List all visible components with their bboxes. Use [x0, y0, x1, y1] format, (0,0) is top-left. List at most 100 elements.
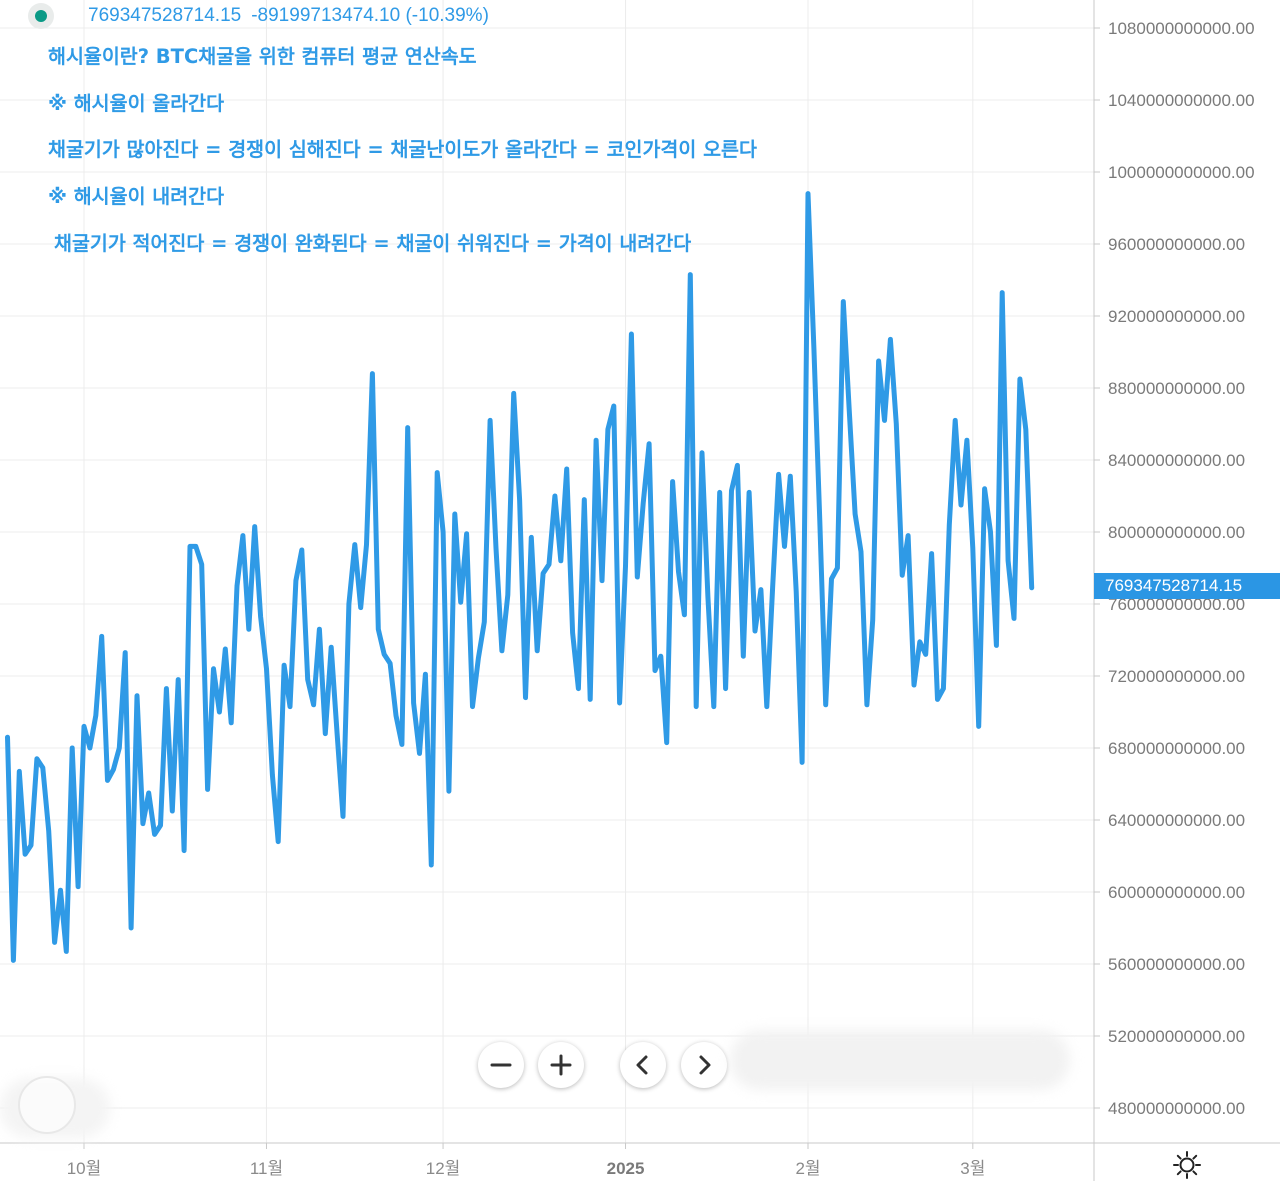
- legend-last-value: 769347528714.15: [88, 5, 242, 26]
- data-point: [42, 767, 44, 769]
- x-tick-label: 3월: [960, 1159, 985, 1178]
- data-point: [548, 563, 550, 566]
- data-point: [454, 513, 456, 515]
- data-point: [1007, 560, 1009, 562]
- zoom-in-button[interactable]: [538, 1042, 584, 1088]
- data-point: [795, 590, 797, 593]
- data-point: [259, 615, 262, 618]
- data-point: [824, 704, 827, 706]
- data-point: [283, 664, 285, 666]
- data-point: [842, 300, 845, 303]
- data-point: [1030, 587, 1033, 589]
- data-point: [813, 347, 815, 350]
- data-point: [512, 392, 515, 395]
- data-point: [195, 545, 197, 548]
- data-point: [642, 502, 644, 505]
- data-point: [171, 810, 174, 812]
- data-point: [689, 273, 692, 276]
- y-tick-label: 1000000000000.00: [1108, 163, 1255, 182]
- chart-settings-button[interactable]: [1172, 1150, 1202, 1180]
- data-point: [142, 822, 144, 825]
- data-point: [583, 498, 586, 501]
- data-point: [59, 889, 62, 891]
- data-point: [465, 533, 468, 535]
- data-point: [760, 588, 762, 591]
- data-point: [47, 830, 50, 832]
- y-tick-label: 1080000000000.00: [1108, 19, 1255, 38]
- data-point: [560, 560, 562, 562]
- y-tick-label: 520000000000.00: [1108, 1027, 1245, 1046]
- data-point: [977, 725, 980, 728]
- data-point: [524, 696, 527, 699]
- data-point: [966, 439, 968, 442]
- data-point: [65, 950, 68, 953]
- annotation-rise-text: 채굴기가 많아진다 = 경쟁이 심해진다 = 채굴난이도가 올라간다 = 코인가…: [48, 138, 757, 161]
- price-axis[interactable]: 1080000000000.00 1040000000000.00 10000000…: [1094, 19, 1255, 1118]
- data-point: [983, 488, 986, 490]
- data-point: [200, 563, 203, 566]
- data-point: [995, 644, 998, 647]
- data-point: [713, 705, 715, 708]
- data-point: [236, 585, 238, 587]
- y-tick-label: 880000000000.00: [1108, 379, 1245, 398]
- y-tick-label: 800000000000.00: [1108, 523, 1245, 542]
- data-point: [106, 779, 109, 782]
- faded-button: [18, 1076, 76, 1134]
- data-point: [71, 747, 73, 749]
- y-tick-label: 560000000000.00: [1108, 955, 1245, 974]
- data-point: [430, 864, 433, 866]
- scroll-left-button[interactable]: [620, 1042, 666, 1088]
- plus-icon: [550, 1054, 572, 1076]
- data-point: [24, 853, 26, 855]
- data-point: [736, 464, 739, 467]
- series-legend[interactable]: 769347528714.15 -89199713474.10 (-10.39%…: [28, 3, 489, 29]
- data-point: [654, 669, 656, 672]
- data-point: [230, 722, 232, 724]
- data-point: [618, 702, 621, 704]
- data-point: [153, 833, 156, 836]
- last-price-label: 769347528714.15: [1094, 573, 1280, 599]
- data-point: [147, 792, 150, 794]
- data-point: [424, 673, 427, 675]
- data-point: [242, 534, 244, 537]
- data-point: [930, 552, 933, 555]
- data-point: [1019, 378, 1021, 380]
- data-point: [189, 545, 191, 548]
- data-point: [718, 491, 721, 494]
- series-visibility-toggle[interactable]: [28, 3, 54, 29]
- data-point: [518, 498, 521, 501]
- data-point: [471, 705, 474, 708]
- data-point: [489, 419, 491, 422]
- data-point: [724, 687, 727, 690]
- data-point: [395, 714, 397, 717]
- time-axis[interactable]: 10월 11월 12월 2025 2월 3월: [67, 1143, 986, 1178]
- data-point: [95, 714, 97, 717]
- data-point: [589, 698, 591, 701]
- data-point: [754, 630, 756, 632]
- data-point: [483, 621, 486, 623]
- data-point: [183, 849, 185, 852]
- data-point: [530, 536, 533, 539]
- minus-icon: [490, 1063, 512, 1067]
- data-point: [607, 428, 609, 431]
- data-point: [330, 646, 333, 648]
- zoom-out-button[interactable]: [478, 1042, 524, 1088]
- scroll-right-button[interactable]: [681, 1042, 727, 1088]
- data-point: [830, 578, 833, 580]
- data-point: [883, 419, 886, 422]
- data-point: [577, 687, 580, 690]
- data-point: [406, 426, 409, 429]
- y-tick-label: 680000000000.00: [1108, 739, 1245, 758]
- data-point: [401, 743, 403, 746]
- hashrate-series-line: [5, 191, 1035, 963]
- data-point: [442, 531, 444, 533]
- data-point: [748, 491, 750, 494]
- data-point: [359, 606, 362, 609]
- y-tick-label: 840000000000.00: [1108, 451, 1245, 470]
- data-point: [436, 471, 439, 474]
- data-point: [212, 668, 215, 670]
- data-point: [771, 585, 774, 587]
- data-point: [112, 768, 115, 771]
- data-point: [954, 419, 956, 422]
